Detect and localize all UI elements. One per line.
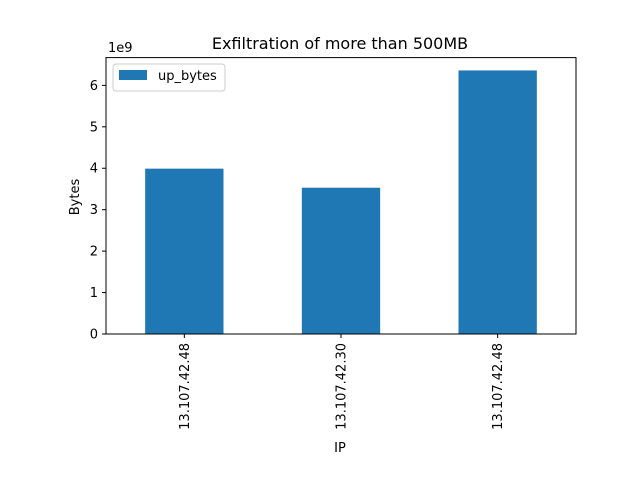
plot-frame (105, 57, 577, 335)
y-tick-label: 1 (90, 286, 98, 301)
bar (301, 187, 381, 334)
x-tick-label: 13.107.42.30 (335, 343, 350, 430)
y-tick-label: 2 (90, 245, 98, 260)
y-axis-offset-label: 1e9 (108, 41, 133, 56)
legend: up_bytes (112, 63, 226, 92)
y-tick-label: 0 (90, 328, 98, 343)
y-axis-label: Bytes (68, 179, 83, 216)
bar (145, 168, 224, 334)
bars-group (145, 70, 537, 335)
legend-label: up_bytes (158, 69, 217, 84)
bar (458, 70, 537, 335)
x-tick-label: 13.107.42.48 (491, 343, 506, 430)
y-axis-ticks: 0 1 2 3 4 5 6 (90, 79, 106, 343)
x-tick-label: 13.107.42.48 (178, 343, 193, 430)
chart-title: Exfiltration of more than 500MB (212, 34, 468, 53)
x-axis-label: IP (334, 441, 346, 456)
x-axis-ticks: 13.107.42.48 13.107.42.30 13.107.42.48 (178, 334, 506, 430)
y-tick-label: 4 (90, 162, 98, 177)
y-tick-label: 6 (90, 79, 98, 94)
legend-swatch (119, 70, 147, 80)
y-tick-label: 3 (90, 203, 98, 218)
y-tick-label: 5 (90, 120, 98, 135)
